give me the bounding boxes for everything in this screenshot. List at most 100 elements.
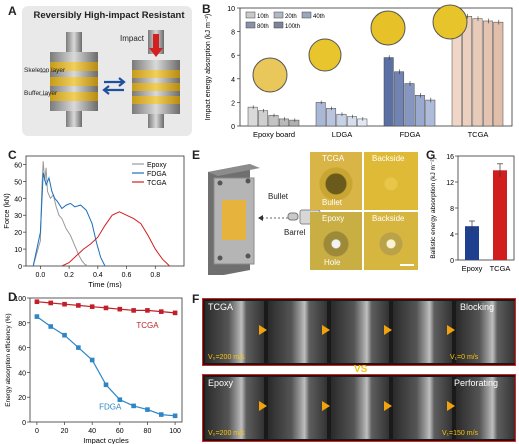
y-tick-label: 4	[450, 232, 454, 239]
video-frame	[330, 301, 390, 363]
panel-g: G 0 4 8 12 16 Ballistic energy absorption (kJ…	[424, 148, 519, 288]
x-tick-label: 0.0	[35, 272, 45, 279]
panel-a-title: Reversibly High-impact Resistant	[33, 10, 185, 21]
x-tick-label: 60	[116, 428, 124, 435]
y-tick-label: 12	[446, 180, 454, 187]
legend-label: 80th	[257, 24, 269, 30]
bar	[336, 113, 347, 127]
series-line-fdga	[32, 172, 106, 267]
video-frame	[393, 377, 453, 439]
x-tick-label: TCGA	[490, 264, 511, 273]
legend-swatch	[245, 11, 256, 19]
bar	[326, 108, 337, 127]
y-tick-label: 10	[14, 247, 22, 254]
video-frame	[330, 377, 390, 439]
panel-c-letter: C	[8, 148, 17, 162]
legend-label: 40th	[313, 14, 325, 20]
y-tick-label: 60	[14, 162, 22, 169]
plot-frame	[29, 297, 183, 423]
legend-swatch	[273, 11, 284, 19]
x-tick-label: 40	[88, 428, 96, 435]
bar	[247, 106, 258, 127]
epoxy-row-label: Epoxy	[208, 378, 234, 388]
data-point	[89, 357, 95, 363]
y-axis-label: Impact energy absorption (kJ m⁻²)	[205, 14, 212, 120]
x-tick-label: TCGA	[468, 130, 489, 139]
arrow-right-icon	[447, 401, 456, 411]
sample-photo	[308, 38, 342, 72]
bar	[394, 71, 405, 127]
y-tick-label: 30	[14, 213, 22, 220]
data-point	[103, 305, 109, 311]
x-tick-label: 0.4	[93, 272, 103, 279]
bar	[258, 110, 269, 127]
photo-epoxy-back	[364, 212, 418, 270]
y-tick-label: 40	[14, 196, 22, 203]
panel-d-letter: D	[8, 290, 17, 304]
data-point	[131, 403, 136, 409]
x-tick-label: 0.8	[150, 272, 160, 279]
y-tick-label: 16	[446, 154, 454, 161]
epoxy-v1-label: V₁=150 m/s	[442, 430, 479, 437]
bar	[315, 102, 326, 127]
arrow-right-icon	[384, 401, 393, 411]
bar	[472, 18, 483, 127]
data-point	[172, 413, 178, 419]
y-tick-label: 0	[450, 258, 454, 265]
y-tick-label: 20	[14, 230, 22, 237]
data-point	[76, 345, 81, 350]
y-tick-label: 0	[22, 420, 26, 427]
bar	[462, 16, 473, 127]
photo-tcga-back	[364, 152, 418, 210]
y-tick-label: 0	[18, 264, 22, 271]
arrow-right-icon	[321, 325, 330, 335]
bar	[414, 95, 425, 127]
x-tick-label: 0	[35, 428, 39, 435]
panel-c: C 0 10 20 30 40 50 60 0.0 0.2 0.4 0.6 0.8 Time (ms) F…	[0, 148, 190, 288]
buffer-label: Buffer layer	[24, 90, 58, 97]
data-point	[103, 382, 109, 388]
photo-epoxy-front	[310, 212, 362, 270]
x-tick-label: Epoxy board	[253, 130, 295, 139]
panel-a-letter: A	[8, 4, 17, 18]
legend-label: Epoxy	[147, 162, 167, 169]
photo-hole-label: Hole	[324, 258, 341, 267]
photo-epoxy-label: Epoxy	[322, 214, 345, 223]
impact-arrow-icon	[149, 34, 163, 57]
data-point	[48, 300, 54, 306]
bar	[404, 83, 415, 127]
photo-bullet-label: Bullet	[322, 198, 343, 207]
bar	[465, 226, 479, 260]
tcga-v0-label: V₀=200 m/s	[208, 354, 245, 361]
x-tick-label: FDGA	[400, 130, 421, 139]
data-point	[131, 308, 136, 313]
bar	[278, 118, 289, 127]
y-tick-label: 40	[18, 370, 26, 377]
tcga-frames-row	[202, 298, 516, 366]
bar	[493, 21, 504, 127]
bar	[346, 116, 357, 127]
bar	[383, 57, 394, 127]
panel-b-letter: B	[202, 2, 211, 16]
panel-g-letter: G	[426, 148, 436, 162]
blocking-label: Blocking	[460, 302, 495, 312]
bullet-label: Bullet	[268, 192, 289, 201]
x-tick-label: 80	[144, 428, 152, 435]
video-frame	[205, 301, 264, 363]
barrel-label: Barrel	[284, 228, 306, 237]
legend-label: 10th	[257, 14, 269, 20]
data-point	[34, 314, 40, 319]
x-tick-label: 20	[61, 428, 69, 435]
tcga-v1-label: V₁=0 m/s	[450, 354, 479, 361]
arrow-right-icon	[258, 325, 267, 335]
video-frame	[267, 301, 327, 363]
data-point	[117, 306, 123, 312]
chart-b: 0 2 4 6 8 10 Impact energy absorption (kJ m⁻²)…	[205, 4, 513, 139]
tcga-row-label: TCGA	[208, 302, 234, 312]
y-axis-label: Ballistic energy absorption (kJ m⁻²)	[430, 157, 437, 258]
y-tick-label: 80	[18, 321, 26, 328]
legend-label: FDGA	[147, 171, 167, 178]
right-stack	[132, 30, 180, 128]
data-point	[158, 412, 164, 417]
skeleton-label: Skeleton layer	[24, 67, 66, 74]
